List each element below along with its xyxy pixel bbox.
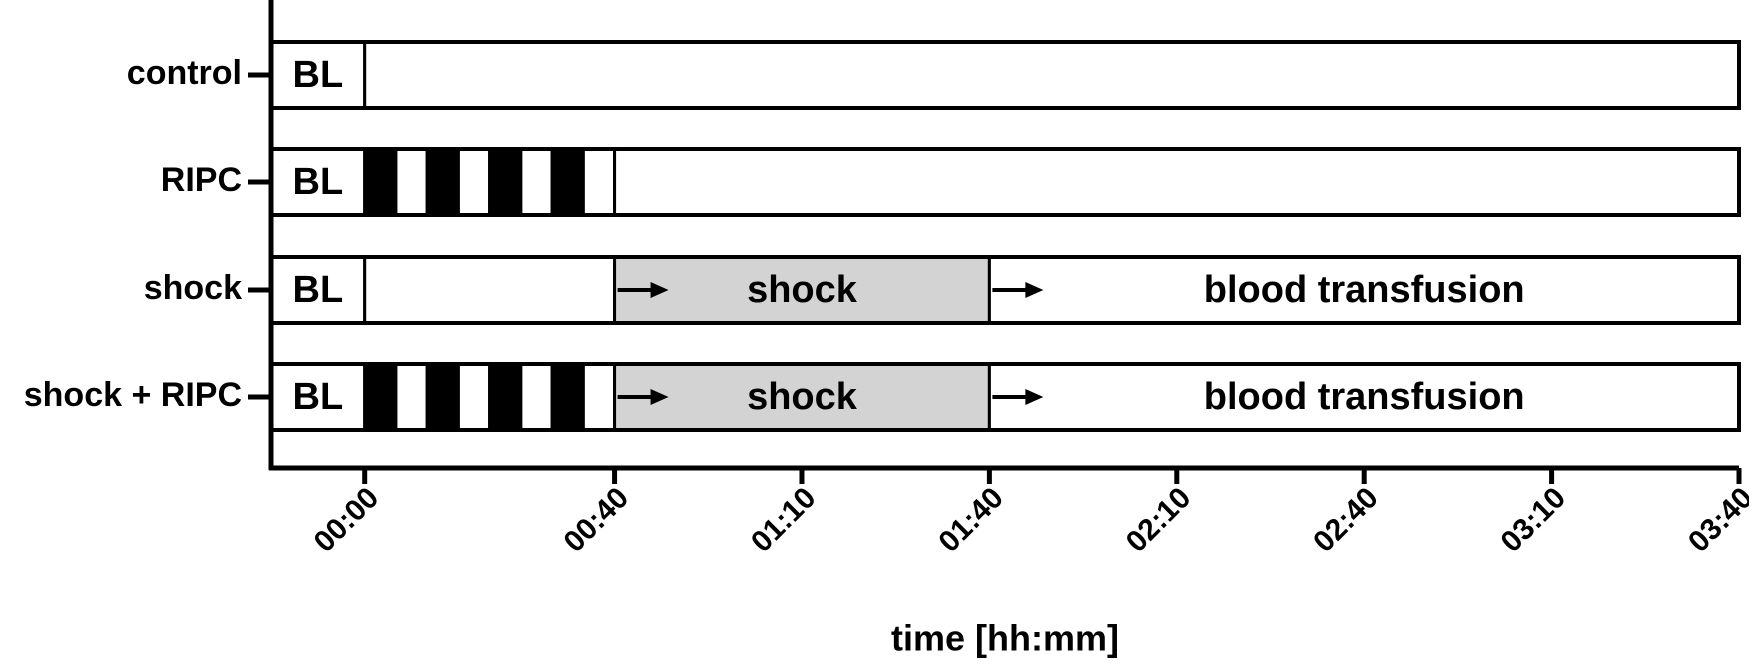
segment-label: BL: [293, 54, 344, 96]
segment-label: BL: [293, 161, 344, 203]
segment: [363, 362, 398, 432]
arrow-head: [650, 282, 669, 298]
segment: [363, 255, 617, 325]
category-label: shock + RIPC: [24, 376, 242, 414]
x-tick-label: 03:40: [1682, 481, 1749, 559]
segment: [519, 362, 554, 432]
segment: [519, 147, 554, 217]
segment: [581, 147, 617, 217]
arrow-head: [1025, 389, 1044, 405]
segment-label: BL: [293, 376, 344, 418]
x-tick-label: 02:40: [1307, 481, 1385, 559]
segment-label: shock: [747, 376, 858, 418]
arrow-head: [1025, 282, 1044, 298]
x-tick-label: 00:00: [308, 481, 386, 559]
segment: [550, 362, 585, 432]
segment: [613, 362, 991, 432]
x-tick-label: 01:40: [932, 481, 1010, 559]
segment-label: blood transfusion: [1204, 376, 1525, 418]
x-tick-label: 00:40: [558, 481, 636, 559]
segment: [488, 362, 523, 432]
segment: [456, 362, 492, 432]
segment: [363, 40, 1741, 110]
segment: [394, 147, 429, 217]
segment: [456, 147, 492, 217]
segment: [488, 147, 523, 217]
segment-label: BL: [293, 269, 344, 311]
segment: [363, 147, 398, 217]
segment-label: shock: [747, 269, 858, 311]
x-tick-label: 03:10: [1495, 481, 1573, 559]
category-label: RIPC: [161, 161, 242, 199]
x-tick-label: 01:10: [745, 481, 823, 559]
category-label: shock: [144, 269, 242, 307]
segment: [987, 362, 1741, 432]
segment: [550, 147, 585, 217]
x-axis-label: time [hh:mm]: [891, 618, 1119, 659]
segment: [394, 362, 429, 432]
segment: [425, 147, 460, 217]
segment: [581, 362, 617, 432]
segment: [425, 362, 460, 432]
arrow-head: [650, 389, 669, 405]
segment-label: blood transfusion: [1204, 269, 1525, 311]
x-tick-label: 02:10: [1120, 481, 1198, 559]
segment: [613, 147, 1741, 217]
category-label: control: [127, 54, 242, 92]
